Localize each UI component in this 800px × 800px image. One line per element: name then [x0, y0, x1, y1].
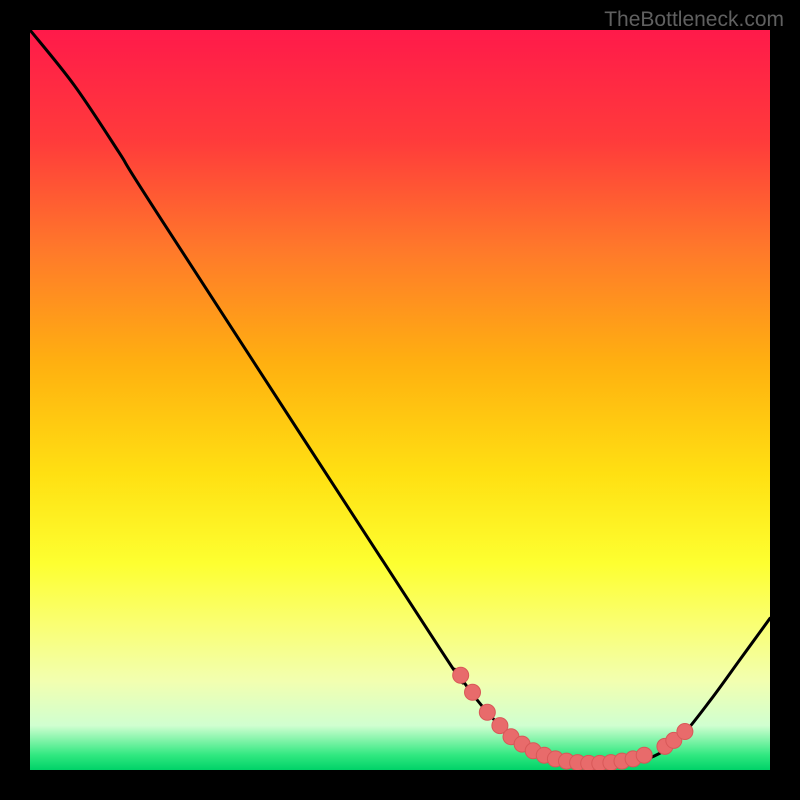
bottleneck-chart: [30, 30, 770, 770]
curve-marker: [479, 704, 495, 720]
curve-marker: [453, 667, 469, 683]
curve-marker: [677, 724, 693, 740]
chart-container: TheBottleneck.com: [0, 0, 800, 800]
curve-marker: [636, 747, 652, 763]
chart-background: [30, 30, 770, 770]
curve-marker: [465, 684, 481, 700]
attribution-label: TheBottleneck.com: [604, 8, 784, 32]
